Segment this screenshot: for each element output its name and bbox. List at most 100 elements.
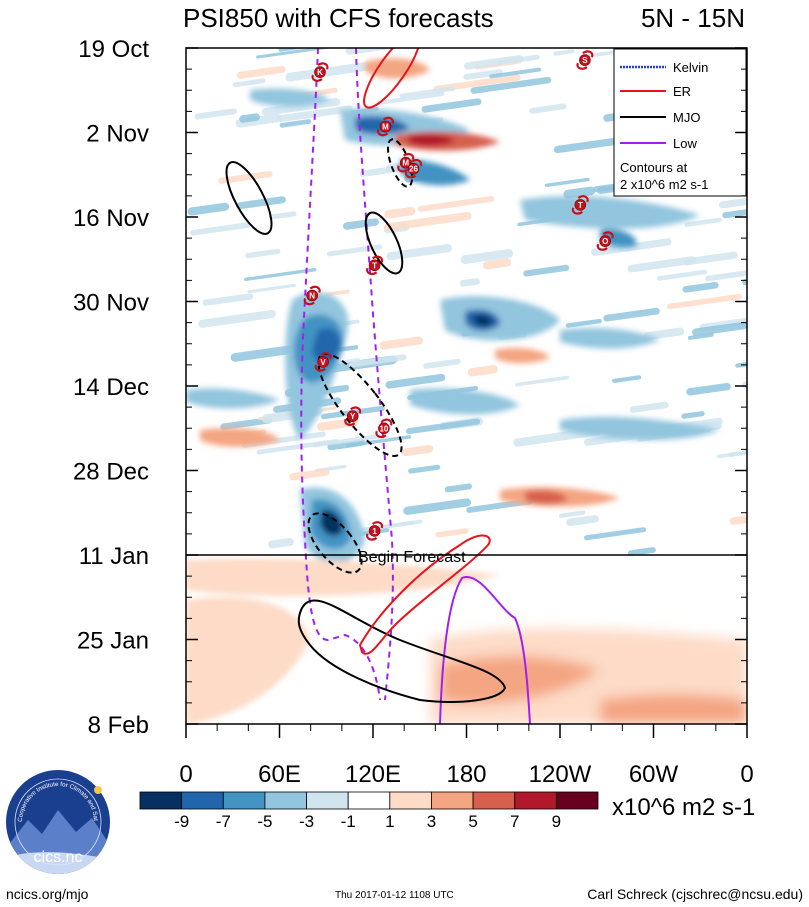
cyclone-label: M bbox=[382, 123, 389, 132]
x-axis: 0 60E 120E 180 120W 60W 0 bbox=[179, 724, 754, 788]
anomaly-streak bbox=[584, 527, 647, 541]
neg-anomaly bbox=[250, 88, 330, 107]
anomaly-streak bbox=[523, 264, 570, 277]
forecast-start-label: Begin Forecast bbox=[358, 549, 466, 566]
anomaly-streak bbox=[268, 211, 297, 220]
colorbar-swatch bbox=[222, 791, 266, 810]
colorbar-swatch bbox=[181, 791, 224, 810]
anomaly-streak bbox=[463, 69, 503, 80]
anomaly-streak bbox=[683, 251, 738, 266]
x-tick-label: 0 bbox=[740, 761, 753, 788]
anomaly-streak bbox=[285, 62, 371, 82]
colorbar-tick-label: 9 bbox=[552, 812, 561, 831]
anomaly-streak bbox=[379, 336, 423, 350]
tropical-cyclone-marker: N bbox=[303, 285, 321, 306]
anomaly-streak bbox=[718, 190, 747, 209]
cyclone-eye bbox=[579, 54, 591, 66]
legend: Kelvin ER MJO Low Contours at 2 x10^6 m2… bbox=[613, 48, 747, 197]
colorbar-swatch bbox=[431, 791, 474, 810]
x-tick-label: 60W bbox=[629, 761, 679, 788]
anomaly-streak bbox=[742, 268, 747, 286]
anomaly-streak bbox=[245, 248, 281, 259]
anomaly-streak bbox=[421, 98, 482, 113]
cyclone-icon bbox=[344, 406, 362, 426]
logo-ring bbox=[14, 778, 102, 866]
cyclone-icon bbox=[303, 285, 321, 306]
anomaly-streak bbox=[348, 354, 407, 368]
cyclone-icon bbox=[311, 62, 329, 82]
neg-anomaly bbox=[186, 388, 280, 409]
low-contour bbox=[355, 48, 394, 701]
anomaly-streak bbox=[470, 76, 552, 94]
cyclone-eye bbox=[346, 410, 359, 423]
cyclone-icon bbox=[375, 418, 393, 439]
anomaly-streak bbox=[376, 91, 445, 105]
legend-low: Low bbox=[673, 136, 697, 151]
anomaly-streak bbox=[237, 65, 286, 79]
anomaly-streak bbox=[746, 52, 747, 60]
anomaly-streak bbox=[399, 86, 456, 98]
colorbar-swatch bbox=[347, 791, 391, 810]
logo-ring-text: Cooperative Institute for Climate and Sa… bbox=[0, 0, 99, 822]
cyclone-icon bbox=[571, 195, 589, 215]
anomaly-streak bbox=[687, 332, 714, 340]
anomaly-streak bbox=[325, 289, 350, 297]
region-label: 5N - 15N bbox=[641, 3, 745, 33]
anomaly-streak bbox=[544, 177, 590, 188]
anomaly-streak bbox=[190, 222, 251, 236]
tropical-cyclone-marker: O bbox=[596, 231, 614, 251]
anomaly-streak bbox=[279, 119, 312, 128]
footer-author: Carl Schreck (cjschrec@ncsu.edu) bbox=[587, 886, 803, 902]
neg-anomaly bbox=[440, 296, 560, 341]
anomaly-streak bbox=[401, 444, 434, 457]
legend-mjo: MJO bbox=[673, 110, 700, 125]
colorbar-tick-label: 3 bbox=[427, 812, 436, 831]
pos-anomaly bbox=[495, 347, 550, 364]
legend-kelvin: Kelvin bbox=[673, 60, 708, 75]
tropical-cyclone-marker: 26 bbox=[404, 158, 423, 179]
colorbar-tick-label: -5 bbox=[257, 812, 272, 831]
anomaly-streak bbox=[566, 515, 599, 527]
anomaly-streak bbox=[338, 345, 359, 352]
cyclone-icon bbox=[596, 231, 614, 251]
cyclone-label: N bbox=[309, 292, 315, 301]
pos-anomaly bbox=[186, 558, 500, 597]
anomaly-streak bbox=[278, 48, 342, 52]
anomaly-streak bbox=[202, 293, 254, 306]
anomaly-streak bbox=[218, 170, 273, 184]
colorbar-swatch bbox=[306, 791, 349, 810]
anomaly-streak bbox=[563, 186, 596, 199]
anomaly-streak bbox=[239, 113, 260, 123]
colorbar-tick-label: -9 bbox=[174, 812, 189, 831]
mjo-contour bbox=[317, 352, 403, 458]
anomaly-streak bbox=[350, 519, 423, 534]
y-tick-label: 11 Jan bbox=[79, 543, 149, 570]
cyclone-icon bbox=[376, 116, 395, 137]
pos-anomaly bbox=[186, 597, 310, 724]
colorbar: -9 -7 -5 -3 -1 1 3 5 7 9 bbox=[139, 791, 599, 831]
pos-anomaly bbox=[600, 694, 747, 724]
cyclone-label: 26 bbox=[409, 165, 418, 174]
y-tick-label: 19 Oct bbox=[78, 36, 149, 63]
er-contour bbox=[358, 534, 491, 655]
anomaly-streak bbox=[590, 238, 672, 256]
legend-er: ER bbox=[673, 84, 691, 99]
legend-box bbox=[613, 48, 747, 197]
anomaly-streak bbox=[656, 269, 708, 281]
y-tick-label: 28 Dec bbox=[73, 459, 149, 486]
cyclone-eye bbox=[368, 525, 381, 537]
x-tick-label: 120W bbox=[529, 761, 592, 788]
anomaly-streak bbox=[385, 373, 446, 389]
pos-anomaly bbox=[200, 428, 280, 447]
colorbar-tick-label: -3 bbox=[299, 812, 314, 831]
cyclone-label: 10 bbox=[379, 424, 388, 433]
cyclone-eye bbox=[378, 422, 390, 435]
tropical-cyclone-marker: 10 bbox=[375, 418, 393, 439]
anomaly-streak bbox=[464, 55, 524, 70]
cyclone-label: T bbox=[372, 261, 377, 270]
colorbar-tick-label: 1 bbox=[385, 812, 394, 831]
anomaly-streak bbox=[722, 206, 747, 219]
colorbar-swatch bbox=[555, 791, 599, 810]
y-axis: 19 Oct 2 Nov 16 Nov 30 Nov 14 Dec 28 Dec 11 Ja… bbox=[73, 36, 747, 739]
